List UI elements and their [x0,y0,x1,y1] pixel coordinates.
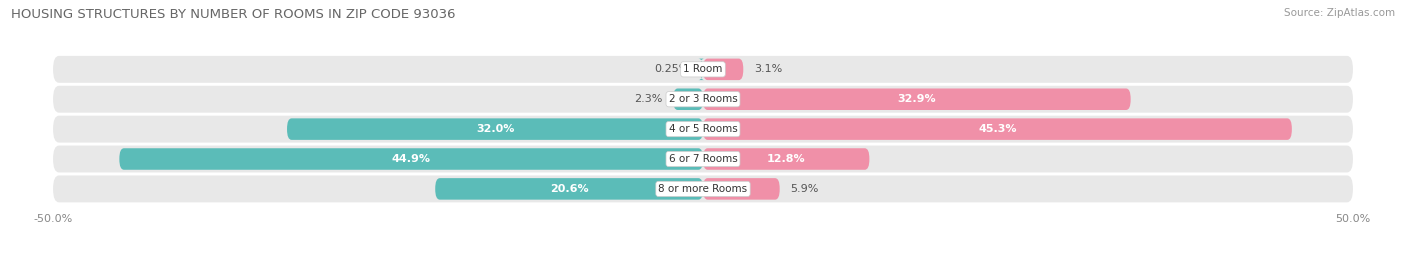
FancyBboxPatch shape [703,148,869,170]
FancyBboxPatch shape [703,118,1292,140]
Text: 12.8%: 12.8% [766,154,806,164]
FancyBboxPatch shape [53,146,1353,172]
Text: 8 or more Rooms: 8 or more Rooms [658,184,748,194]
Text: 5.9%: 5.9% [790,184,818,194]
Text: 32.0%: 32.0% [475,124,515,134]
FancyBboxPatch shape [703,59,744,80]
Text: 2.3%: 2.3% [634,94,662,104]
FancyBboxPatch shape [287,118,703,140]
FancyBboxPatch shape [436,178,703,200]
FancyBboxPatch shape [120,148,703,170]
FancyBboxPatch shape [53,175,1353,202]
Text: 2 or 3 Rooms: 2 or 3 Rooms [669,94,737,104]
Text: 0.25%: 0.25% [654,64,689,74]
FancyBboxPatch shape [699,59,704,80]
FancyBboxPatch shape [53,116,1353,143]
Text: 44.9%: 44.9% [392,154,430,164]
Text: 32.9%: 32.9% [897,94,936,104]
Text: 45.3%: 45.3% [979,124,1017,134]
Text: 6 or 7 Rooms: 6 or 7 Rooms [669,154,737,164]
Legend: Owner-occupied, Renter-occupied: Owner-occupied, Renter-occupied [579,266,827,269]
FancyBboxPatch shape [673,89,703,110]
FancyBboxPatch shape [53,86,1353,113]
Text: 1 Room: 1 Room [683,64,723,74]
Text: 4 or 5 Rooms: 4 or 5 Rooms [669,124,737,134]
Text: 20.6%: 20.6% [550,184,589,194]
FancyBboxPatch shape [703,178,780,200]
FancyBboxPatch shape [53,56,1353,83]
Text: Source: ZipAtlas.com: Source: ZipAtlas.com [1284,8,1395,18]
Text: HOUSING STRUCTURES BY NUMBER OF ROOMS IN ZIP CODE 93036: HOUSING STRUCTURES BY NUMBER OF ROOMS IN… [11,8,456,21]
Text: 3.1%: 3.1% [754,64,782,74]
FancyBboxPatch shape [703,89,1130,110]
